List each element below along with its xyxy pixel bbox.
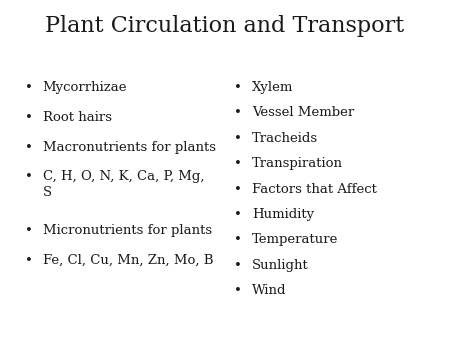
Text: Plant Circulation and Transport: Plant Circulation and Transport xyxy=(45,15,405,37)
Text: Root hairs: Root hairs xyxy=(43,111,112,124)
Text: •: • xyxy=(234,132,242,145)
Text: •: • xyxy=(25,254,32,267)
Text: Factors that Affect: Factors that Affect xyxy=(252,183,377,195)
Text: Mycorrhizae: Mycorrhizae xyxy=(43,81,127,94)
Text: Wind: Wind xyxy=(252,284,287,297)
Text: •: • xyxy=(25,111,32,124)
Text: •: • xyxy=(25,141,32,153)
Text: •: • xyxy=(234,259,242,271)
Text: Micronutrients for plants: Micronutrients for plants xyxy=(43,224,212,237)
Text: Humidity: Humidity xyxy=(252,208,314,221)
Text: •: • xyxy=(25,170,32,183)
Text: C, H, O, N, K, Ca, P, Mg,
S: C, H, O, N, K, Ca, P, Mg, S xyxy=(43,170,204,199)
Text: Temperature: Temperature xyxy=(252,233,338,246)
Text: Fe, Cl, Cu, Mn, Zn, Mo, B: Fe, Cl, Cu, Mn, Zn, Mo, B xyxy=(43,254,213,267)
Text: •: • xyxy=(234,106,242,119)
Text: Transpiration: Transpiration xyxy=(252,157,343,170)
Text: Tracheids: Tracheids xyxy=(252,132,318,145)
Text: Sunlight: Sunlight xyxy=(252,259,309,271)
Text: •: • xyxy=(234,183,242,195)
Text: •: • xyxy=(234,233,242,246)
Text: Vessel Member: Vessel Member xyxy=(252,106,354,119)
Text: •: • xyxy=(234,208,242,221)
Text: •: • xyxy=(25,224,32,237)
Text: •: • xyxy=(234,284,242,297)
Text: •: • xyxy=(234,81,242,94)
Text: Xylem: Xylem xyxy=(252,81,293,94)
Text: Macronutrients for plants: Macronutrients for plants xyxy=(43,141,216,153)
Text: •: • xyxy=(25,81,32,94)
Text: •: • xyxy=(234,157,242,170)
